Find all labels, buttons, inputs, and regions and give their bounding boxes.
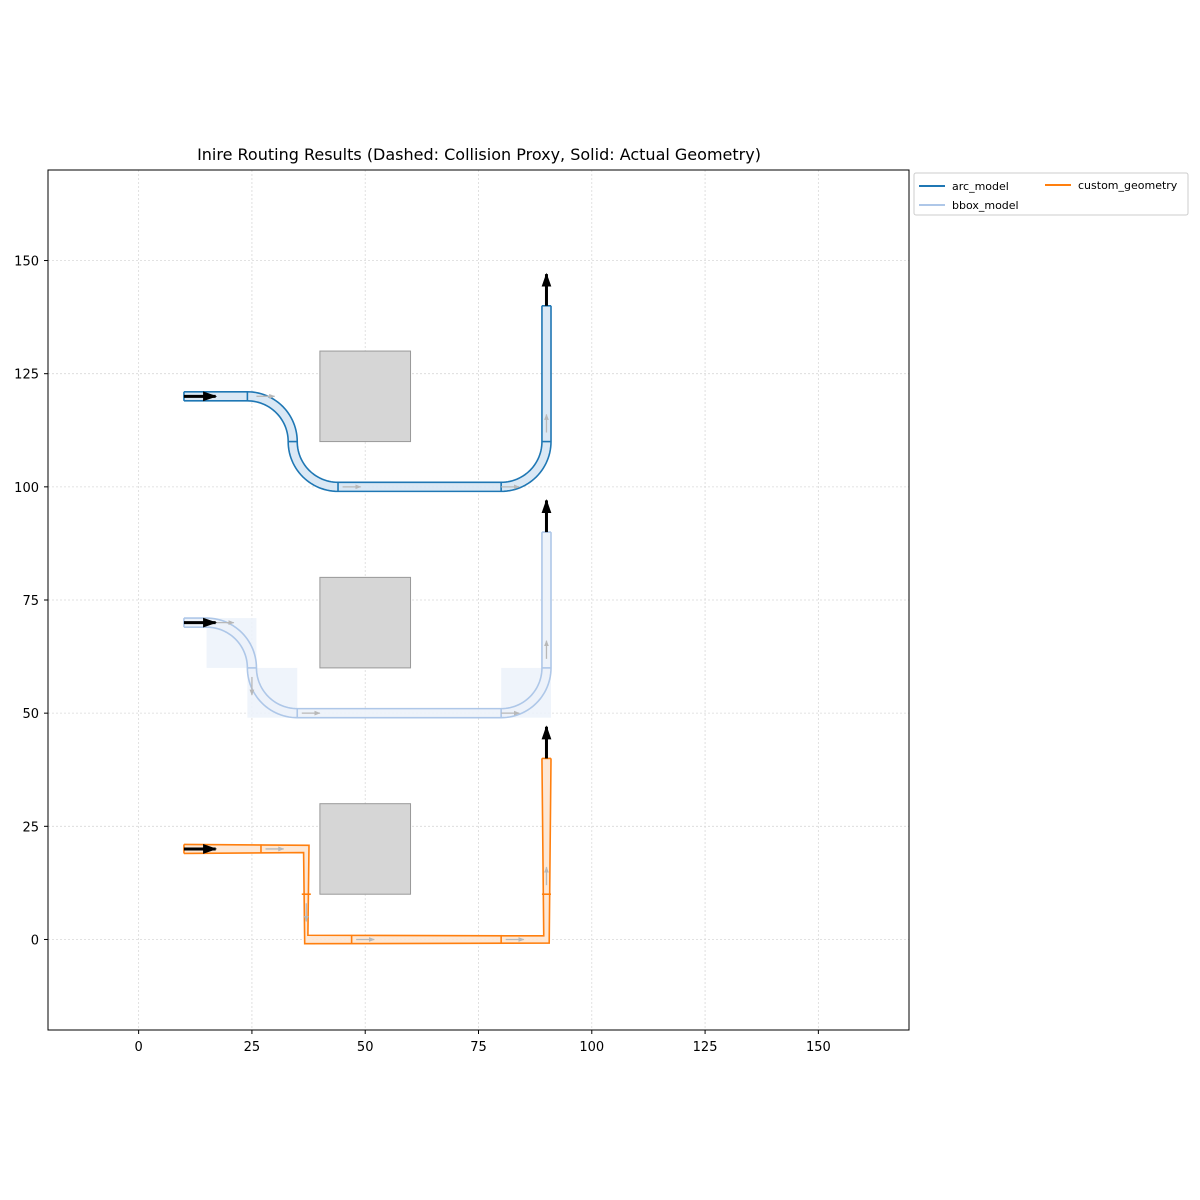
x-tick-label-4: 100 xyxy=(579,1040,604,1055)
axis-ticks: 0 25 50 75 100 125 150 0 25 50 75 100 125 150 xyxy=(14,255,831,1055)
arc-model-edge-right xyxy=(183,305,552,493)
obstacles xyxy=(319,350,412,895)
arc-model-edge-left xyxy=(183,305,543,484)
custom-geometry-edge-right xyxy=(183,758,552,945)
x-tick-label-3: 75 xyxy=(470,1040,487,1055)
chart-title: Inire Routing Results (Dashed: Collision… xyxy=(197,145,761,164)
bbox-model-edge-left xyxy=(183,532,543,710)
obstacle-1 xyxy=(319,576,412,669)
y-tick-label-2: 50 xyxy=(22,707,39,722)
legend: arc_model bbox_model custom_geometry xyxy=(913,172,1189,216)
route-series xyxy=(183,272,552,945)
x-tick-label-6: 150 xyxy=(806,1040,831,1055)
bbox-model-edge-right xyxy=(183,532,552,719)
y-tick-label-5: 125 xyxy=(14,368,39,383)
y-tick-label-4: 100 xyxy=(14,481,39,496)
x-tick-label-1: 25 xyxy=(244,1040,261,1055)
legend-frame xyxy=(913,172,1189,216)
x-tick-label-0: 0 xyxy=(134,1040,142,1055)
arc-model-waveguide-fill xyxy=(183,305,552,492)
route-arc-model xyxy=(183,272,552,493)
y-tick-label-6: 150 xyxy=(14,255,39,270)
y-tick-label-3: 75 xyxy=(22,594,39,609)
route-custom-geometry xyxy=(183,725,552,945)
legend-label-bbox-model: bbox_model xyxy=(952,199,1019,212)
legend-label-arc-model: arc_model xyxy=(952,180,1009,193)
x-tick-label-2: 50 xyxy=(357,1040,374,1055)
y-tick-label-0: 0 xyxy=(31,933,39,948)
obstacle-2 xyxy=(319,803,412,895)
x-tick-label-5: 125 xyxy=(693,1040,718,1055)
obstacle-0 xyxy=(319,350,412,443)
custom-geometry-edge-left xyxy=(183,758,545,937)
custom-geometry-waveguide-fill xyxy=(183,758,552,944)
y-tick-label-1: 25 xyxy=(22,820,39,835)
legend-label-custom-geometry: custom_geometry xyxy=(1078,179,1178,192)
route-bbox-model xyxy=(183,499,552,719)
grid-lines xyxy=(48,170,909,1030)
